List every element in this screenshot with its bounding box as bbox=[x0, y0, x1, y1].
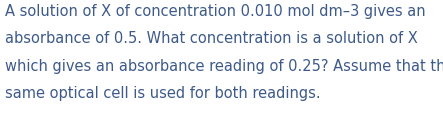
Text: absorbance of 0.5. What concentration is a solution of X: absorbance of 0.5. What concentration is… bbox=[5, 31, 418, 46]
Text: same optical cell is used for both readings.: same optical cell is used for both readi… bbox=[5, 86, 321, 101]
Text: A solution of X of concentration 0.010 mol dm–3 gives an: A solution of X of concentration 0.010 m… bbox=[5, 4, 426, 18]
Text: which gives an absorbance reading of 0.25? Assume that the: which gives an absorbance reading of 0.2… bbox=[5, 58, 443, 73]
